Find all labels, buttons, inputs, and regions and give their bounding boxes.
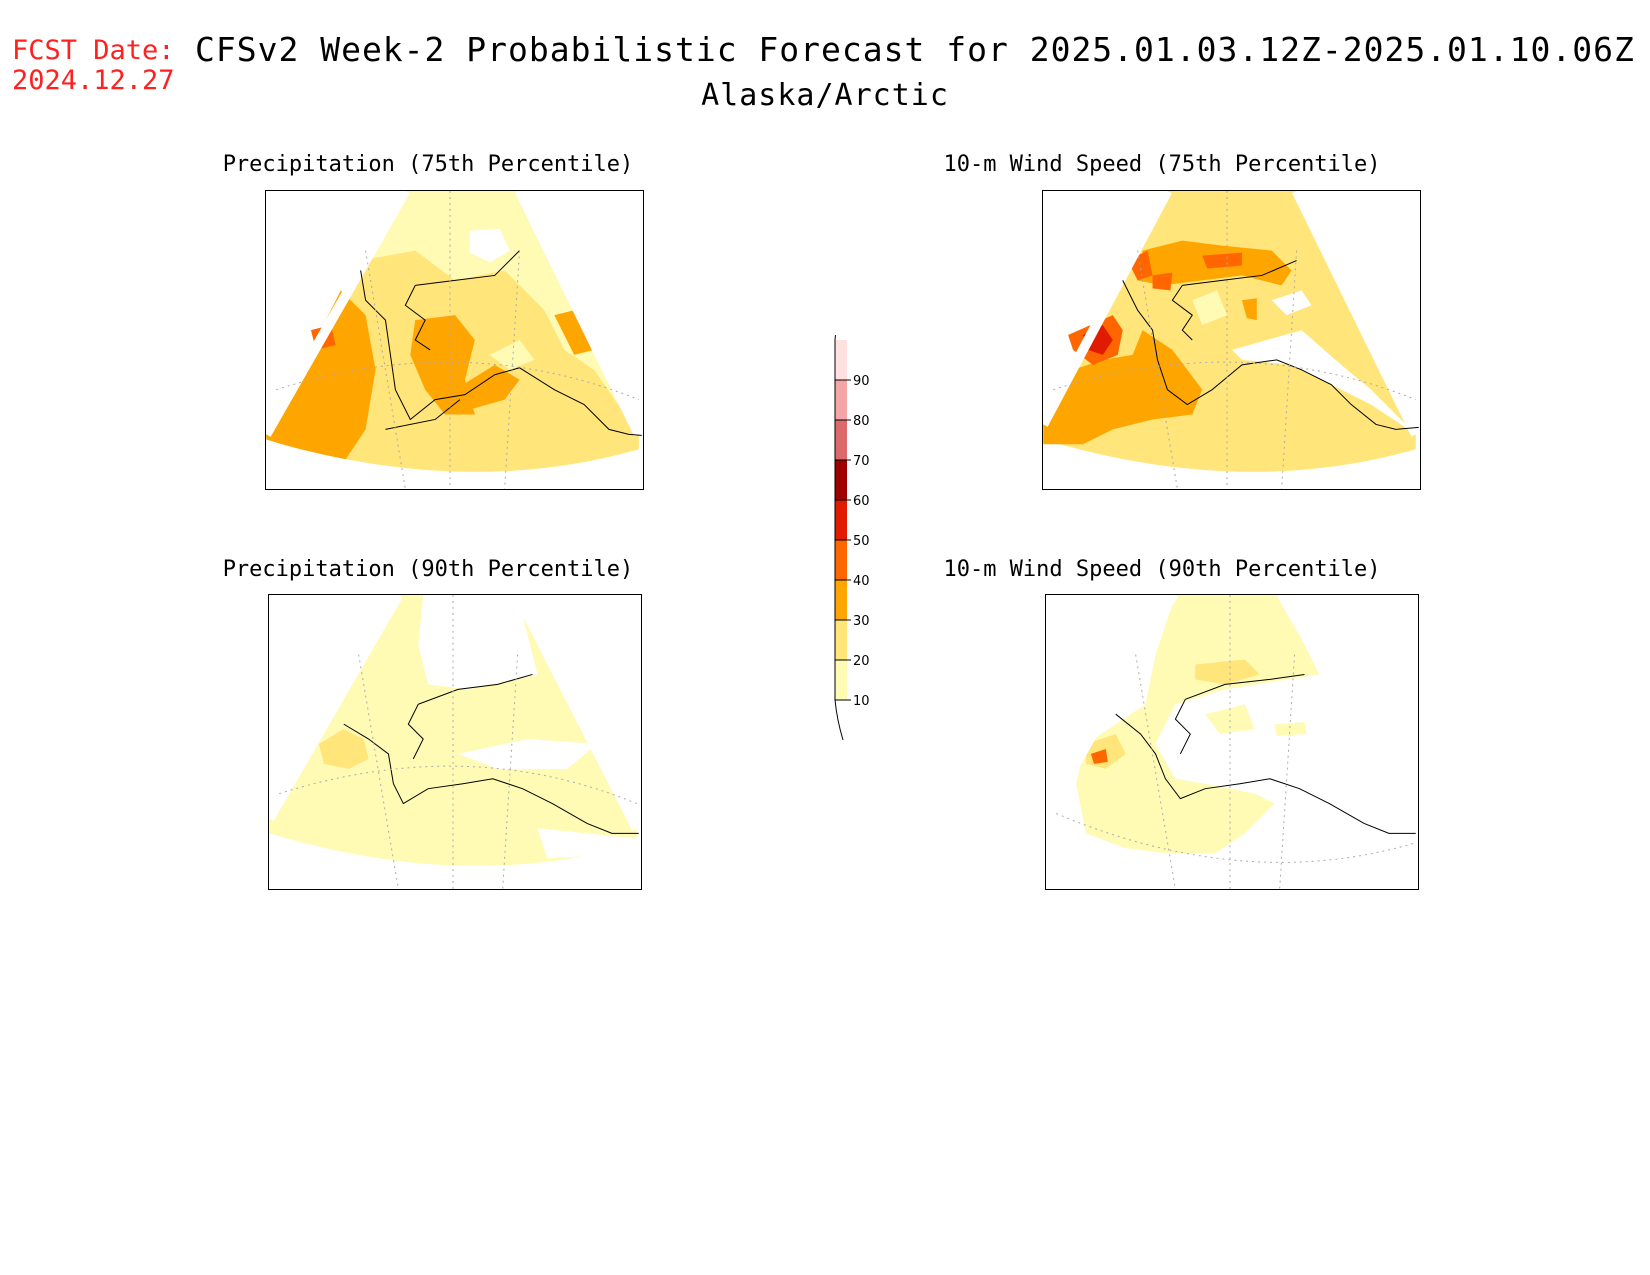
legend-label-90: 90 [853,374,870,389]
forecast-date-value: 2024.12.27 [12,65,175,96]
legend-label-60: 60 [853,494,870,509]
panel-title-wind-90: 10-m Wind Speed (90th Percentile) [943,557,1381,582]
legend-swatch-7 [835,420,847,460]
legend-label-40: 40 [853,574,870,589]
legend-swatch-1 [835,660,847,700]
panel-title-wind-75: 10-m Wind Speed (75th Percentile) [943,152,1381,177]
legend-label-50: 50 [853,534,870,549]
legend-swatch-4 [835,540,847,580]
map-panel-precip-90 [268,594,642,890]
forecast-date-label: FCST Date: [12,35,175,66]
legend-label-70: 70 [853,454,870,469]
map-panel-wind-75 [1042,190,1421,490]
legend-swatch-6 [835,460,847,500]
map-panel-precip-75 [265,190,644,490]
legend-swatch-5 [835,500,847,540]
main-title: CFSv2 Week-2 Probabilistic Forecast for … [195,30,1635,69]
map-panel-wind-90 [1045,594,1419,890]
region-subtitle: Alaska/Arctic [701,78,949,113]
legend-swatch-3 [835,580,847,620]
legend-label-80: 80 [853,414,870,429]
panel-title-precip-75: Precipitation (75th Percentile) [222,152,634,177]
legend-swatch-2 [835,620,847,660]
legend-label-20: 20 [853,654,870,669]
color-scale-legend: 10 20 30 40 50 60 70 80 90 [834,335,870,741]
forecast-date-block: FCST Date: 2024.12.27 [12,36,175,96]
legend-label-30: 30 [853,614,870,629]
map-precip-90 [269,595,641,889]
legend-bottom-arrow [834,699,844,741]
panel-title-precip-90: Precipitation (90th Percentile) [222,557,634,582]
map-precip-75 [266,191,643,489]
map-wind-75 [1043,191,1420,489]
legend-top-arrow [834,335,836,341]
legend-swatch-8 [835,380,847,420]
legend-swatch-9 [835,340,847,380]
map-wind-90 [1046,595,1417,889]
legend-label-10: 10 [853,694,870,709]
